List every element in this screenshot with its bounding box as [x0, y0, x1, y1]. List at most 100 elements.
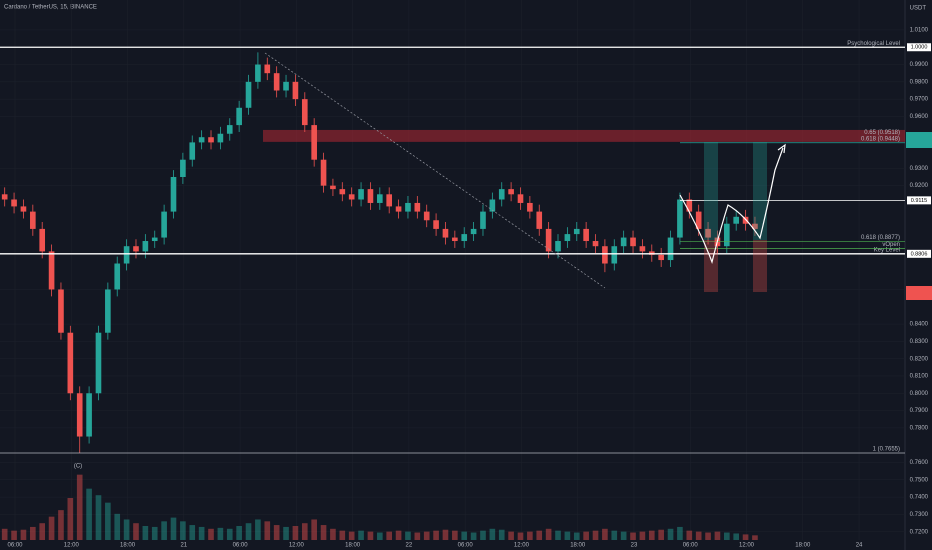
candle-body	[386, 194, 393, 207]
volume-bar	[114, 513, 121, 540]
x-tick-label: 12:00	[514, 543, 530, 549]
volume-bar	[67, 498, 74, 540]
volume-bar	[508, 531, 514, 540]
candle-body	[545, 228, 552, 252]
candle-body	[142, 241, 149, 252]
candle-body	[161, 211, 167, 238]
candle-body	[48, 251, 55, 290]
volume-bar	[264, 521, 271, 540]
candle-body	[602, 246, 608, 264]
volume-bar	[348, 531, 355, 540]
candle-body	[724, 223, 730, 247]
candle-body	[189, 142, 196, 160]
volume-bar	[377, 532, 383, 540]
candle-body	[245, 81, 252, 108]
projection-path	[679, 147, 784, 265]
candle-body	[292, 81, 299, 100]
candle-body	[208, 137, 214, 143]
level-label: 1 (0.7655)	[873, 447, 900, 453]
volume-bar	[151, 526, 158, 540]
candle-body	[105, 289, 111, 333]
price-tag	[907, 249, 931, 258]
x-tick-label: 06:00	[458, 543, 474, 549]
y-tick-label: 0.9800	[910, 79, 929, 85]
volume-bar	[320, 525, 327, 540]
candle-body	[58, 289, 64, 333]
x-tick-label: 23	[631, 543, 638, 549]
candle-body	[517, 194, 524, 203]
y-tick-label: 0.9900	[910, 62, 929, 68]
candle-body	[367, 189, 374, 203]
volume-bar	[39, 523, 46, 540]
y-tick-label: 0.7300	[910, 512, 929, 518]
volume-bar	[11, 530, 17, 540]
volume-bar	[161, 521, 167, 540]
y-tick-label: 0.7800	[910, 425, 929, 431]
candle-body	[573, 228, 580, 235]
volume-bar	[752, 535, 758, 540]
x-tick-label: 12:00	[289, 543, 305, 549]
candle-body	[301, 99, 308, 126]
zone-label: 0.65 (0.9518)	[864, 130, 900, 136]
candle-body	[1, 194, 8, 200]
volume-bar	[245, 523, 252, 540]
candle-body	[742, 216, 749, 224]
volume-bar	[180, 521, 186, 540]
candle-body	[667, 237, 674, 261]
candle-body	[423, 211, 430, 221]
candle-body	[151, 237, 158, 242]
candle-body	[686, 199, 693, 212]
y-tick-label: 0.9200	[910, 183, 929, 189]
y-tick-label: 0.7600	[910, 460, 929, 466]
arrow-head	[777, 143, 786, 154]
volume-bar	[273, 525, 280, 540]
volume-bar	[255, 519, 261, 540]
volume-bar	[292, 526, 299, 540]
volume-bar	[433, 530, 439, 540]
y-tick-label: 0.8100	[910, 374, 929, 380]
y-tick-label: 0.9700	[910, 97, 929, 103]
volume-bar	[452, 530, 458, 540]
volume-bar	[95, 495, 102, 540]
volume-bar	[592, 530, 599, 540]
volume-bar	[527, 531, 533, 540]
volume-bar	[395, 530, 402, 540]
y-tick-label: 0.8300	[910, 339, 929, 345]
candle-body	[489, 199, 496, 212]
volume-bar	[611, 530, 618, 540]
volume-bar	[461, 531, 468, 540]
candle-body	[677, 199, 683, 238]
candle-body	[273, 73, 280, 91]
volume-bar	[330, 528, 336, 540]
candle-body	[395, 206, 402, 212]
candle-body	[236, 107, 242, 126]
candle-body	[217, 133, 224, 143]
candle-body	[358, 189, 364, 200]
volume-bar	[686, 530, 693, 540]
volume-bar	[30, 526, 36, 540]
volume-bar	[367, 531, 374, 540]
stop-box	[753, 240, 767, 292]
volume-bar	[170, 517, 177, 540]
volume-bar	[733, 533, 740, 540]
price-tag	[907, 43, 931, 52]
x-tick-label: 21	[180, 543, 187, 549]
volume-bar	[555, 530, 561, 540]
candle-body	[480, 211, 486, 229]
volume-bar	[48, 516, 55, 540]
volume-bar	[639, 531, 646, 540]
long-box	[704, 142, 718, 240]
volume-bar	[301, 523, 308, 540]
volume-bar	[545, 528, 552, 540]
candle-body	[320, 159, 327, 186]
candle-body	[414, 202, 421, 212]
price-tag-label: 1.0000	[911, 45, 928, 51]
candle-body	[461, 234, 468, 242]
volume-bar	[630, 532, 636, 540]
candle-body	[508, 189, 514, 195]
candle-body	[198, 137, 205, 143]
candle-body	[442, 228, 449, 238]
volume-bar	[742, 534, 749, 540]
candle-body	[180, 159, 186, 178]
